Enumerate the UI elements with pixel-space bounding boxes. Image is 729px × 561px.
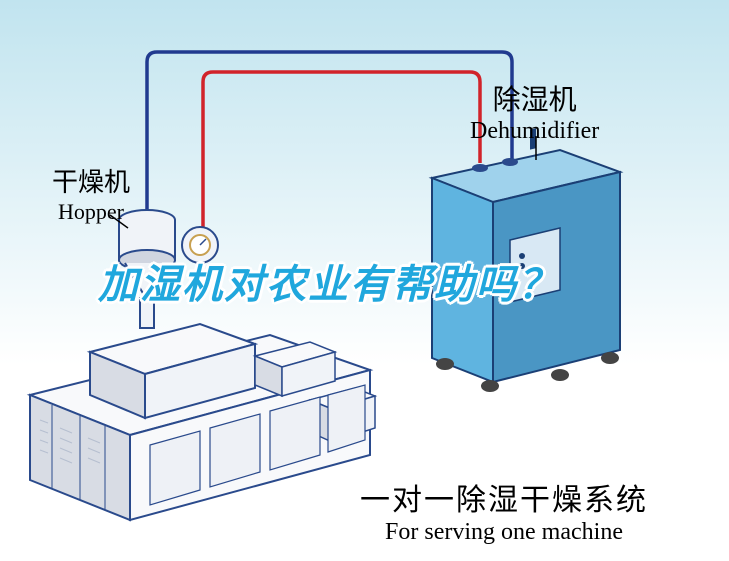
system-label-en: For serving one machine bbox=[360, 519, 648, 546]
system-label: 一对一除湿干燥系统 For serving one machine bbox=[360, 475, 648, 546]
hopper-label-en: Hopper bbox=[52, 199, 130, 225]
dehumidifier-label-cn: 除湿机 bbox=[470, 78, 599, 118]
dehumidifier-label: 除湿机 Dehumidifier bbox=[470, 78, 599, 145]
dehumidifier-label-en: Dehumidifier bbox=[470, 118, 599, 145]
title-overlay: 加湿机对农业有帮助吗？ bbox=[98, 252, 560, 310]
hopper-label-cn: 干燥机 bbox=[52, 162, 130, 199]
hopper-label: 干燥机 Hopper bbox=[52, 162, 130, 225]
system-label-cn: 一对一除湿干燥系统 bbox=[360, 475, 648, 519]
